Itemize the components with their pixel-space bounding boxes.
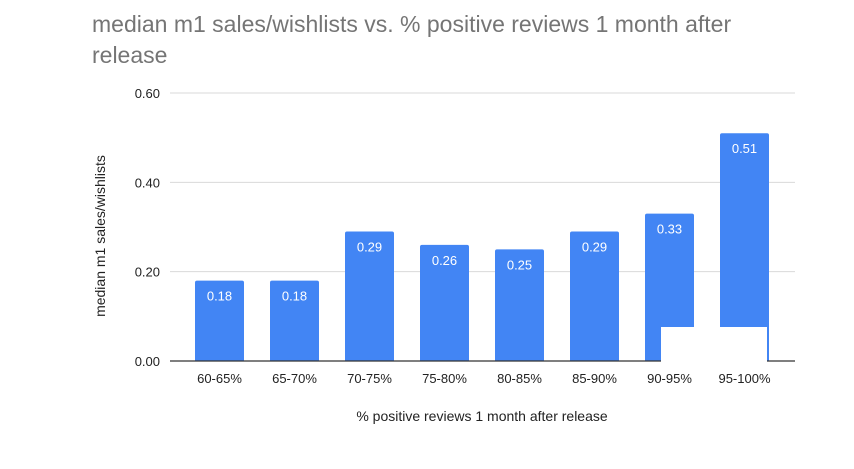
bar-60-65% — [195, 280, 244, 361]
x-tick-label: 95-100% — [718, 371, 770, 386]
y-tick-label: 0.00 — [135, 354, 160, 369]
data-label: 0.51 — [732, 141, 757, 156]
data-label: 0.25 — [507, 257, 532, 272]
y-tick-label: 0.40 — [135, 175, 160, 190]
bars — [195, 133, 769, 361]
bar-75-80% — [420, 244, 469, 361]
y-tick-label: 0.60 — [135, 86, 160, 101]
data-label: 0.29 — [357, 239, 382, 254]
y-tick-labels: 0.00 0.20 0.40 0.60 — [135, 86, 160, 369]
data-label: 0.18 — [207, 289, 232, 304]
bar-95-100% — [720, 133, 769, 361]
bar-90-95% — [645, 213, 694, 361]
x-tick-label: 75-80% — [422, 371, 467, 386]
bar-85-90% — [570, 231, 619, 361]
data-label: 0.26 — [432, 253, 457, 268]
x-tick-labels: 60-65% 65-70% 70-75% 75-80% 80-85% 85-90% 90-9… — [197, 371, 771, 386]
x-tick-label: 80-85% — [497, 371, 542, 386]
grid-lines — [170, 92, 795, 273]
bar-70-75% — [345, 231, 394, 361]
y-tick-label: 0.20 — [135, 265, 160, 280]
bar-80-85% — [495, 249, 544, 361]
x-tick-label: 65-70% — [272, 371, 317, 386]
x-tick-label: 85-90% — [572, 371, 617, 386]
x-tick-label: 60-65% — [197, 371, 242, 386]
bar-65-70% — [270, 280, 319, 361]
x-tick-label: 70-75% — [347, 371, 392, 386]
data-label: 0.33 — [657, 222, 682, 237]
chart-title: median m1 sales/wishlists vs. % positive… — [92, 11, 732, 68]
x-tick-label: 90-95% — [647, 371, 692, 386]
y-axis-label: median m1 sales/wishlists — [92, 155, 108, 317]
watermark-logo — [661, 327, 767, 365]
data-label: 0.29 — [582, 239, 607, 254]
x-axis-label: % positive reviews 1 month after release — [356, 408, 608, 424]
data-label: 0.18 — [282, 289, 307, 304]
data-labels: 0.18 0.18 0.29 0.26 0.25 0.29 0.33 0.51 — [207, 141, 757, 303]
